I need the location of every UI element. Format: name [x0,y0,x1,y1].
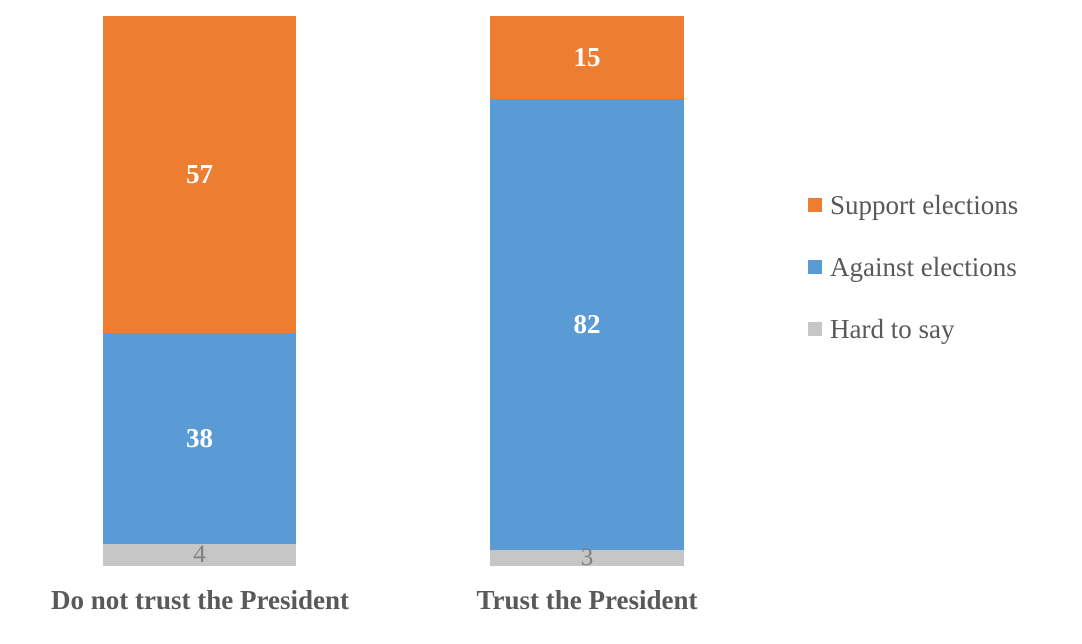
legend-swatch-hard-to-say-icon [808,322,822,336]
legend: Support elections Against elections Hard… [808,191,1018,343]
segment-hard-to-say: 4 [103,541,296,569]
bar-trust-the-president: 15 82 3 [490,16,684,570]
bar-do-not-trust-the-president: 57 38 4 [103,16,296,569]
legend-item-hard-to-say: Hard to say [808,315,1018,343]
legend-swatch-against-icon [808,260,822,274]
value-label-hard-to-say: 3 [580,544,594,572]
segment-against-elections: 82 [490,98,684,550]
legend-swatch-support-icon [808,198,822,212]
value-label-support: 15 [573,41,601,72]
segment-against-elections: 38 [103,332,296,544]
category-label-do-not-trust: Do not trust the President [51,585,349,615]
value-label-against: 38 [186,422,213,453]
segment-hard-to-say: 3 [490,545,684,570]
value-label-hard-to-say: 4 [193,541,206,569]
legend-label-against: Against elections [830,252,1017,282]
legend-item-support-elections: Support elections [808,191,1018,219]
segment-support-elections: 57 [103,16,296,333]
category-label-trust: Trust the President [476,585,698,615]
value-label-support: 57 [186,158,213,189]
segment-support-elections: 15 [490,16,684,99]
legend-label-hard-to-say: Hard to say [830,314,955,344]
legend-label-support: Support elections [830,190,1019,220]
value-label-against: 82 [573,308,601,339]
legend-item-against-elections: Against elections [808,253,1018,281]
